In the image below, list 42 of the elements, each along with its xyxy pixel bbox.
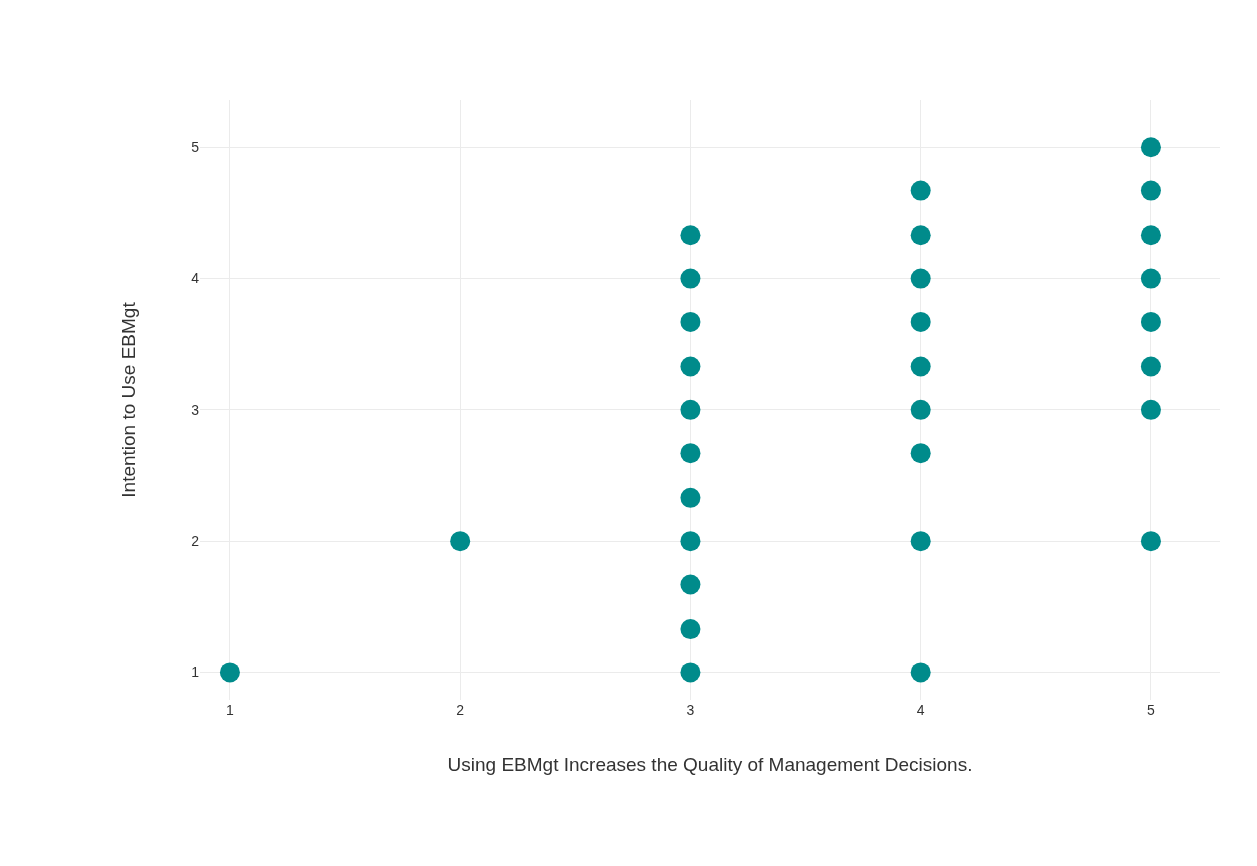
y-tick-label: 3: [191, 401, 200, 418]
x-tick-label: 3: [686, 702, 695, 718]
point: [910, 225, 931, 246]
y-tick-label: 4: [191, 270, 200, 287]
y-tick-label: 5: [191, 139, 200, 156]
point: [1140, 180, 1161, 201]
point: [680, 225, 701, 246]
point: [680, 399, 701, 420]
point: [1140, 531, 1161, 552]
point: [680, 311, 701, 332]
point: [680, 574, 701, 595]
point: [680, 487, 701, 508]
point: [910, 311, 931, 332]
point: [1140, 311, 1161, 332]
x-tick-label: 2: [456, 702, 465, 718]
point: [910, 268, 931, 289]
x-axis-title: Using EBMgt Increases the Quality of Management Decisions.: [447, 753, 973, 775]
x-tick-label: 1: [226, 702, 235, 718]
x-tick-label: 4: [916, 702, 925, 718]
point: [680, 268, 701, 289]
point: [910, 531, 931, 552]
point: [680, 443, 701, 464]
y-tick-label: 2: [191, 533, 200, 550]
point: [680, 531, 701, 552]
point: [1140, 225, 1161, 246]
point: [1140, 399, 1161, 420]
point: [910, 662, 931, 683]
point: [219, 662, 240, 683]
point: [450, 531, 471, 552]
x-tick-label: 5: [1147, 702, 1156, 718]
point: [1140, 268, 1161, 289]
point: [680, 356, 701, 377]
point: [910, 443, 931, 464]
point: [1140, 356, 1161, 377]
point: [910, 180, 931, 201]
y-tick-label: 1: [191, 664, 200, 681]
point: [680, 619, 701, 640]
point: [910, 399, 931, 420]
point: [680, 662, 701, 683]
point: [1140, 137, 1161, 158]
y-axis-title: Intention to Use EBMgt: [118, 301, 140, 498]
point: [910, 356, 931, 377]
